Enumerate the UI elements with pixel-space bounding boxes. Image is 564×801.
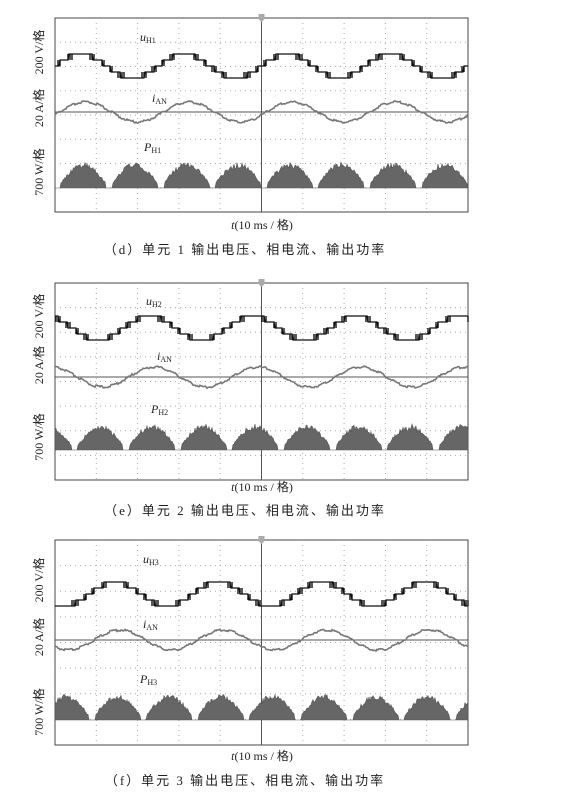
trace-symbol: P (150, 402, 159, 416)
trigger-marker (258, 279, 265, 287)
power-trace (54, 423, 469, 451)
trace-label: PH3 (139, 672, 157, 687)
x-symbol: t (231, 480, 235, 494)
caption: （d）单元 1 输出电压、相电流、输出功率 (104, 242, 387, 257)
y-axis-label: 20 A/格 (31, 89, 46, 127)
y-axis-label: 200 V/格 (31, 558, 46, 603)
x-axis-label: t(10 ms / 格) (231, 748, 293, 763)
trace-label: iAN (152, 91, 167, 106)
trace-subscript: AN (146, 623, 158, 632)
x-unit: (10 ms / 格) (235, 748, 293, 763)
x-axis-label: t(10 ms / 格) (231, 217, 293, 232)
y-axis-label: 20 A/格 (31, 618, 46, 656)
current-trace (54, 364, 469, 390)
trace-label: PH1 (143, 140, 161, 155)
x-axis-label: t(10 ms / 格) (231, 479, 293, 494)
voltage-pwm (57, 54, 465, 78)
current-trace (54, 100, 469, 124)
trace-symbol: u (140, 30, 146, 44)
y-axis-label: 700 W/格 (31, 413, 46, 460)
y-axis-label: 700 W/格 (31, 688, 46, 735)
trace-symbol: i (143, 617, 146, 631)
trace-label: uH1 (140, 30, 156, 45)
x-unit: (10 ms / 格) (235, 479, 293, 494)
trigger-marker (258, 14, 265, 22)
y-axis-label: 700 W/格 (31, 148, 46, 195)
trace-symbol: i (152, 91, 155, 105)
trace-subscript: H3 (149, 558, 159, 567)
trace-symbol: u (143, 552, 149, 566)
trace-subscript: AN (155, 97, 167, 106)
trace-symbol: i (157, 349, 160, 363)
trigger-marker (258, 536, 265, 544)
trace-symbol: P (143, 140, 152, 154)
y-axis-label: 20 A/格 (31, 346, 46, 384)
y-axis-label: 200 V/格 (31, 294, 46, 339)
trace-symbol: P (139, 672, 148, 686)
trace-label: uH3 (143, 552, 159, 567)
caption: （f）单元 3 输出电压、相电流、输出功率 (105, 773, 385, 788)
trace-subscript: AN (160, 355, 172, 364)
power-trace (54, 693, 469, 721)
y-axis-label: 200 V/格 (31, 30, 46, 75)
x-unit: (10 ms / 格) (235, 217, 293, 232)
trace-subscript: H2 (152, 300, 162, 309)
trace-subscript: H2 (158, 408, 168, 417)
x-symbol: t (231, 218, 235, 232)
trace-subscript: H1 (146, 36, 156, 45)
power-trace (55, 161, 469, 189)
trace-label: uH2 (146, 294, 162, 309)
caption: （e）单元 2 输出电压、相电流、输出功率 (104, 503, 386, 518)
trace-subscript: H3 (147, 678, 157, 687)
trace-label: iAN (157, 349, 172, 364)
trace-label: iAN (143, 617, 158, 632)
trace-subscript: H1 (151, 146, 161, 155)
voltage-pwm (55, 316, 469, 340)
trace-label: PH2 (150, 402, 168, 417)
trace-symbol: u (146, 294, 152, 308)
x-symbol: t (231, 749, 235, 763)
current-trace (54, 628, 469, 653)
voltage-pwm (71, 582, 469, 606)
